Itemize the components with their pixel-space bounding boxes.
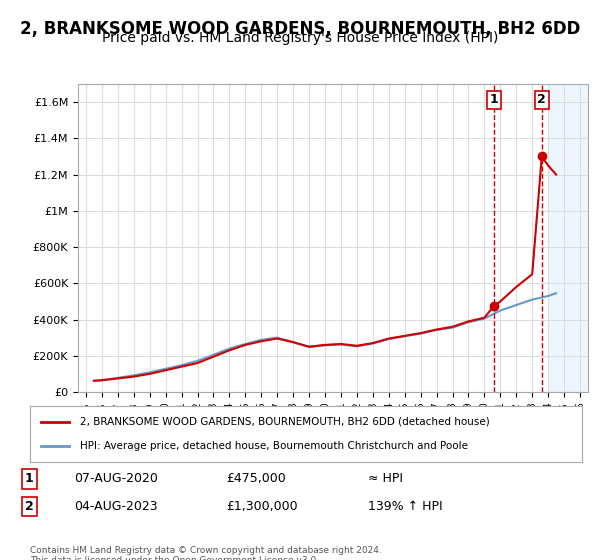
Text: 04-AUG-2023: 04-AUG-2023 <box>74 500 158 513</box>
Bar <box>548 84 588 392</box>
Text: 1: 1 <box>490 94 499 106</box>
Text: 2, BRANKSOME WOOD GARDENS, BOURNEMOUTH, BH2 6DD (detached house): 2, BRANKSOME WOOD GARDENS, BOURNEMOUTH, … <box>80 417 490 427</box>
Text: Contains HM Land Registry data © Crown copyright and database right 2024.
This d: Contains HM Land Registry data © Crown c… <box>30 546 382 560</box>
Text: £475,000: £475,000 <box>227 473 286 486</box>
Text: HPI: Average price, detached house, Bournemouth Christchurch and Poole: HPI: Average price, detached house, Bour… <box>80 441 467 451</box>
Text: 07-AUG-2020: 07-AUG-2020 <box>74 473 158 486</box>
Text: Price paid vs. HM Land Registry's House Price Index (HPI): Price paid vs. HM Land Registry's House … <box>102 31 498 45</box>
Text: 1: 1 <box>25 473 34 486</box>
Text: ≈ HPI: ≈ HPI <box>368 473 403 486</box>
Text: 139% ↑ HPI: 139% ↑ HPI <box>368 500 442 513</box>
Text: £1,300,000: £1,300,000 <box>227 500 298 513</box>
Text: 2: 2 <box>538 94 546 106</box>
Text: 2: 2 <box>25 500 34 513</box>
Text: 2, BRANKSOME WOOD GARDENS, BOURNEMOUTH, BH2 6DD: 2, BRANKSOME WOOD GARDENS, BOURNEMOUTH, … <box>20 20 580 38</box>
